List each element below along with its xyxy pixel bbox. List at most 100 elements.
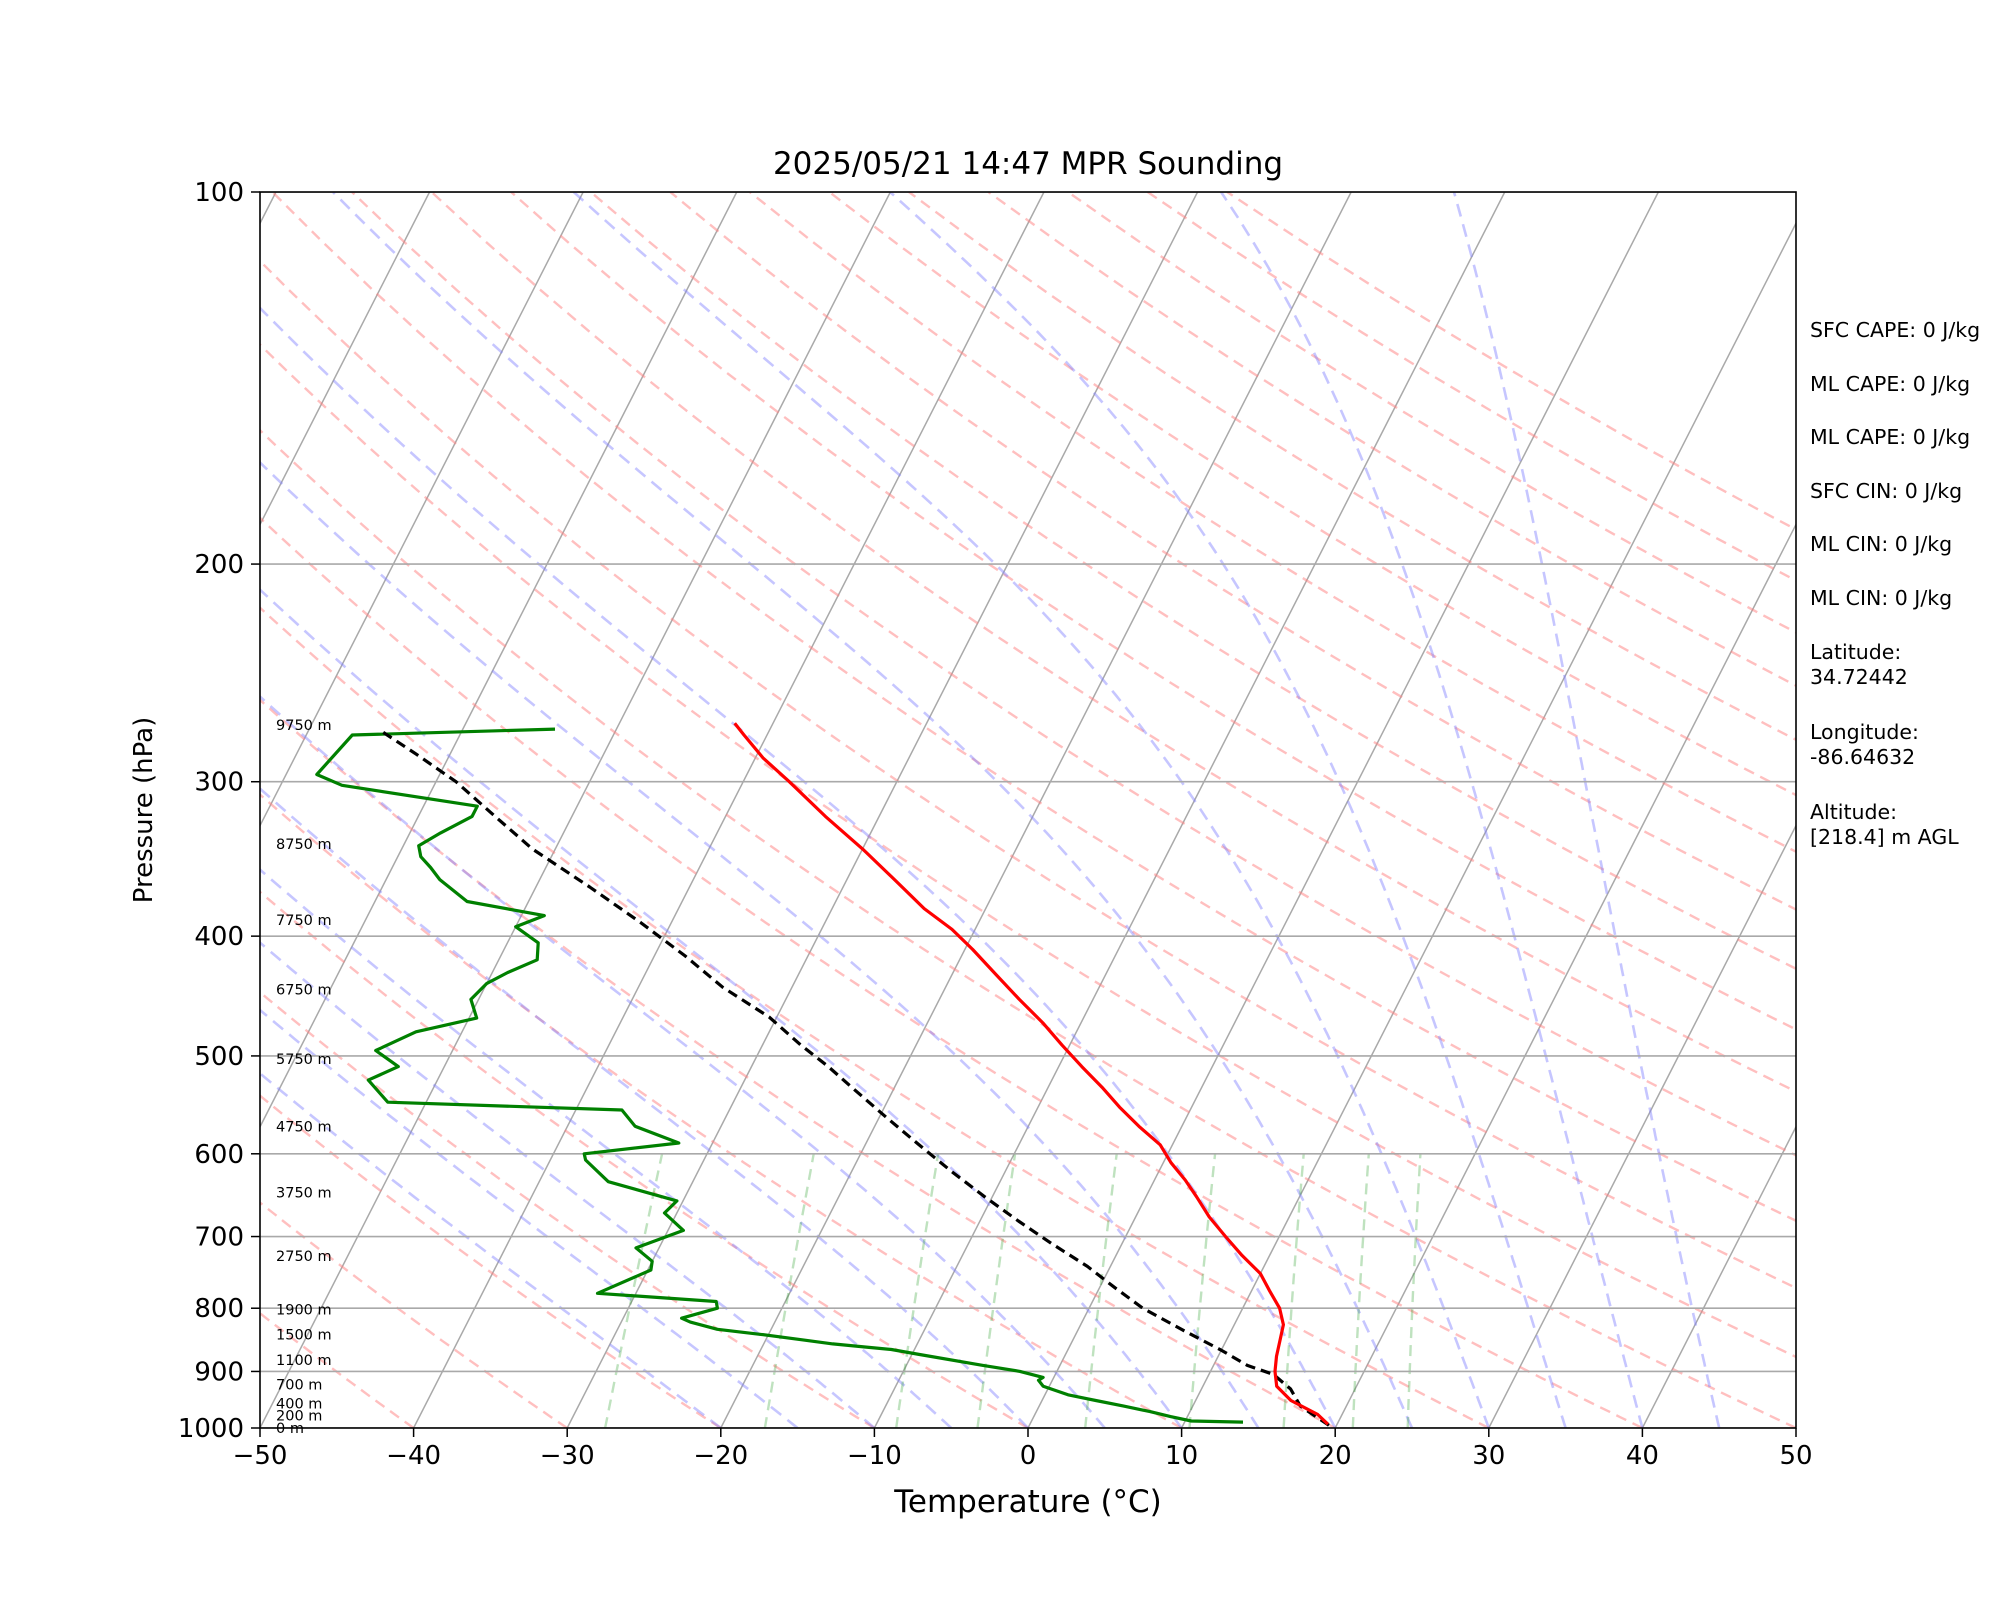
moist-adiabat-line [889,192,1567,1428]
y-tick-label: 500 [194,1042,244,1072]
moist-adiabat-line [260,460,1260,1428]
chart-title: 2025/05/21 14:47 MPR Sounding [773,146,1283,182]
dry-adiabat-line [260,1311,415,1428]
y-tick-label: 800 [194,1294,244,1324]
dry-adiabat-line [260,259,1796,1290]
x-tick-label: 0 [1020,1441,1037,1471]
isotherm-line [1641,1125,1796,1428]
isotherm-line [260,192,431,527]
dry-adiabat-line [351,192,1796,1157]
moist-adiabat-line [1452,192,1721,1428]
isotherm-line [260,192,892,1428]
mixing-ratio-line [1282,1153,1305,1428]
x-axis-label: Temperature (°C) [893,1484,1162,1520]
y-tick-label: 100 [194,178,244,208]
moist-adiabat-line [260,694,1106,1428]
isobar-lines [260,192,1796,1428]
dry-adiabat-line [260,890,1029,1428]
x-tick-label: −10 [847,1441,902,1471]
x-tick-label: 10 [1165,1441,1198,1471]
dry-adiabat-line [260,428,1796,1428]
dry-adiabat-line [908,192,1796,742]
parcel-profile [377,727,1330,1427]
altitude-value: [218.4] m AGL [1810,824,1959,849]
latitude-block: Latitude: 34.72442 [1810,640,2000,720]
height-label: 6750 m [276,983,332,999]
x-tick-label: −50 [233,1441,288,1471]
isotherm-line [1027,192,1660,1428]
height-label: 5750 m [276,1052,332,1068]
x-tick-label: 30 [1472,1441,1505,1471]
height-label: 1100 m [276,1353,332,1369]
moist-adiabat-line [260,587,1183,1428]
y-tick-label: 900 [194,1357,244,1387]
height-label: 0 m [276,1421,304,1437]
moist-adiabat-line [260,1008,799,1428]
moist-adiabat-line [260,306,1337,1428]
x-axis-ticks: −50 −40 −30 −20 −10 0 10 20 30 40 50 [233,1428,1813,1471]
mixing-ratio-line [1188,1153,1217,1428]
x-tick-label: −20 [693,1441,748,1471]
isotherm-line [873,192,1506,1428]
sounding-stats-panel: SFC CAPE: 0 J/kg ML CAPE: 0 J/kg ML CAPE… [1810,318,2000,880]
mixing-ratio-line [1084,1153,1118,1428]
dry-adiabat-line [260,1094,722,1428]
y-tick-label: 1000 [178,1414,244,1444]
y-axis-ticks: 100 200 300 400 500 600 700 800 900 1000 [178,178,260,1444]
dry-adiabat-line [260,516,1643,1428]
height-label: 400 m [276,1396,322,1412]
longitude-value: -86.64632 [1810,744,1916,769]
dry-adiabat-line [260,990,876,1428]
dry-adiabat-line [669,192,1796,911]
height-label: 3750 m [276,1186,332,1202]
x-tick-label: −30 [540,1441,595,1471]
mixing-ratio-line [763,1153,815,1428]
isotherm-line [412,192,1045,1428]
y-axis-label: Pressure (hPa) [129,717,159,904]
height-label: 1900 m [276,1303,332,1319]
height-label: 700 m [276,1377,322,1393]
longitude-label: Longitude: [1810,719,1919,744]
moist-adiabat-line [260,940,876,1428]
y-tick-label: 400 [194,922,244,952]
dry-adiabat-line [510,192,1796,1031]
moist-adiabat-line [331,192,1414,1428]
height-label: 1500 m [276,1327,332,1343]
dry-adiabat-line [260,698,1336,1428]
sfc-cape-text: SFC CAPE: 0 J/kg [1810,318,1981,342]
dry-adiabat-line [749,192,1796,854]
moist-adiabat-line [260,786,1029,1428]
altitude-block: Altitude: [218.4] m AGL [1810,800,2000,880]
altitude-label: Altitude: [1810,799,1898,824]
mixing-ratio-line [976,1153,1017,1428]
mixing-ratio-line [1406,1153,1422,1428]
height-label: 9750 m [276,718,332,734]
x-tick-label: −40 [386,1441,441,1471]
moist-adiabat-lines [260,192,1721,1428]
longitude-block: Longitude: -86.64632 [1810,720,2000,800]
mixing-ratio-line [895,1153,940,1428]
ml-cin-text-2: ML CIN: 0 J/kg [1810,585,1953,610]
ml-cin-text: ML CIN: 0 J/kg [1810,532,1953,557]
ml-cape-text-2: ML CAPE: 0 J/kg [1810,425,1971,450]
isotherm-line [1180,221,1796,1428]
dry-adiabat-line [430,192,1796,1093]
x-tick-label: 50 [1779,1441,1812,1471]
isotherm-line [1334,522,1796,1428]
ml-cape-text: ML CAPE: 0 J/kg [1810,371,1971,396]
isotherm-line [0,192,122,1428]
dewpoint-profile [315,727,1244,1424]
dry-adiabat-line [828,192,1796,797]
y-tick-label: 300 [194,768,244,798]
temperature-profile [733,722,1330,1426]
height-label: 200 m [276,1409,322,1425]
moist-adiabat-line [572,192,1491,1428]
height-label: 7750 m [276,913,332,929]
dry-adiabat-line [260,606,1490,1428]
dry-adiabat-line [260,1201,568,1428]
isotherm-line [1488,823,1796,1428]
dry-adiabat-line [271,192,1796,1223]
isotherm-line [260,192,584,828]
y-tick-label: 600 [194,1140,244,1170]
